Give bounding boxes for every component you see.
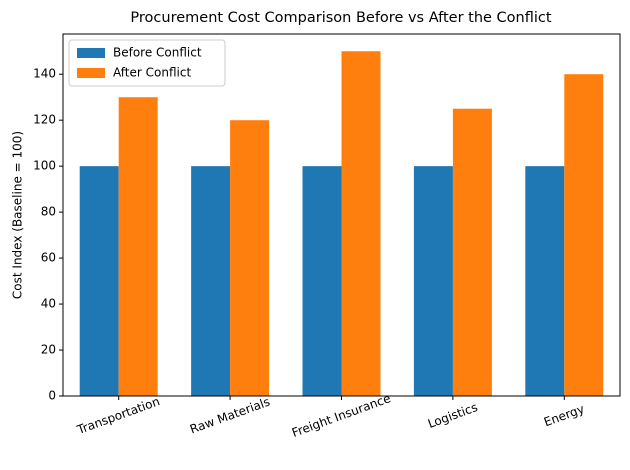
- x-tick-label: Raw Materials: [188, 395, 272, 437]
- bar: [79, 166, 119, 396]
- bar: [191, 166, 231, 396]
- x-tick-label: Transportation: [74, 394, 161, 437]
- y-axis-label: Cost Index (Baseline = 100): [11, 131, 25, 299]
- x-tick-label: Energy: [542, 402, 586, 430]
- bar: [341, 51, 381, 396]
- bar: [413, 166, 453, 396]
- bar: [302, 166, 342, 396]
- bar: [525, 166, 565, 396]
- chart-title: Procurement Cost Comparison Before vs Af…: [130, 10, 551, 26]
- legend-label: After Conflict: [113, 66, 191, 80]
- y-tick-label: 40: [41, 297, 56, 311]
- y-tick-label: 120: [33, 113, 56, 127]
- bar: [230, 120, 270, 396]
- y-tick-label: 80: [41, 205, 56, 219]
- plot-frame: [62, 33, 621, 397]
- bar: [452, 108, 492, 396]
- y-tick-label: 140: [33, 67, 56, 81]
- y-tick-label: 100: [33, 159, 56, 173]
- bar: [118, 97, 158, 396]
- y-tick-label: 0: [48, 389, 56, 403]
- legend-swatch: [77, 68, 105, 78]
- y-tick-label: 60: [41, 251, 56, 265]
- legend-box: [68, 39, 226, 87]
- bar: [564, 74, 604, 396]
- x-tick-label: Logistics: [426, 400, 480, 431]
- legend-label: Before Conflict: [113, 46, 202, 60]
- legend-swatch: [77, 48, 105, 58]
- y-tick-label: 20: [41, 343, 56, 357]
